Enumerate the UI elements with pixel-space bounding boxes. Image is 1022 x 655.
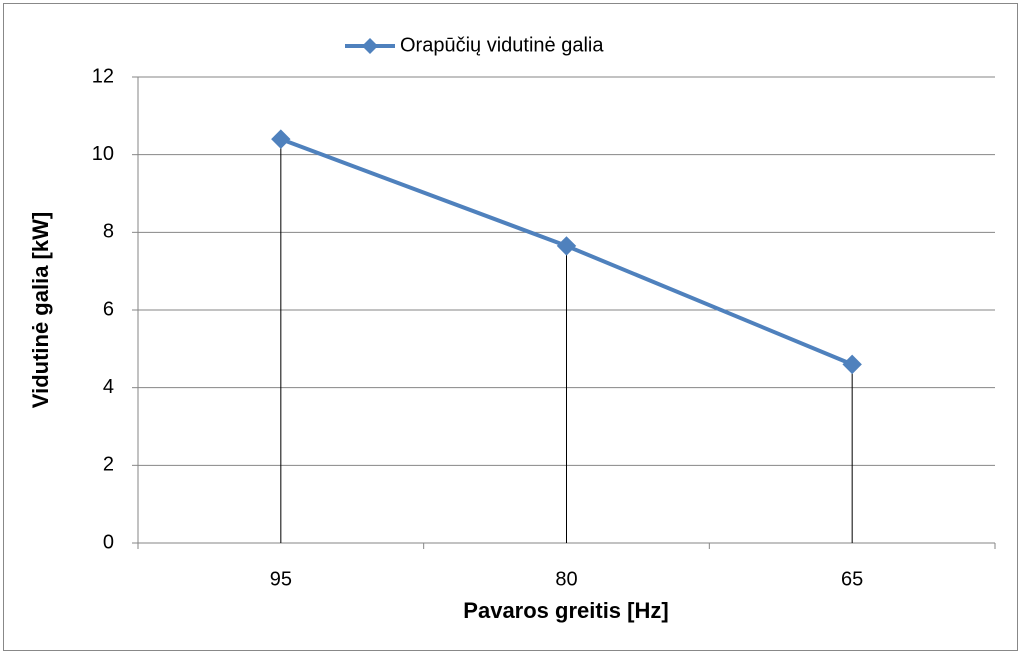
- x-tick-label: 95: [270, 568, 292, 590]
- x-tick-label: 65: [841, 568, 863, 590]
- y-tick-label: 6: [103, 298, 114, 320]
- y-tick-label: 0: [103, 531, 114, 553]
- y-tick-label: 2: [103, 454, 114, 476]
- y-tick-label: 8: [103, 221, 114, 243]
- y-tick-label: 4: [103, 376, 114, 398]
- x-tick-label: 80: [555, 568, 577, 590]
- chart-border: [3, 3, 1018, 651]
- marker: [556, 236, 577, 256]
- marker: [842, 354, 862, 375]
- y-tick-label: 12: [92, 65, 114, 87]
- marker: [271, 129, 291, 149]
- legend-label: Orapūčių vidutinė galia: [400, 34, 604, 56]
- y-tick-label: 10: [92, 143, 114, 165]
- x-axis-title: Pavaros greitis [Hz]: [463, 598, 668, 623]
- legend-marker: [362, 38, 378, 54]
- y-axis-title: Vidutinė galia [kW]: [28, 212, 53, 408]
